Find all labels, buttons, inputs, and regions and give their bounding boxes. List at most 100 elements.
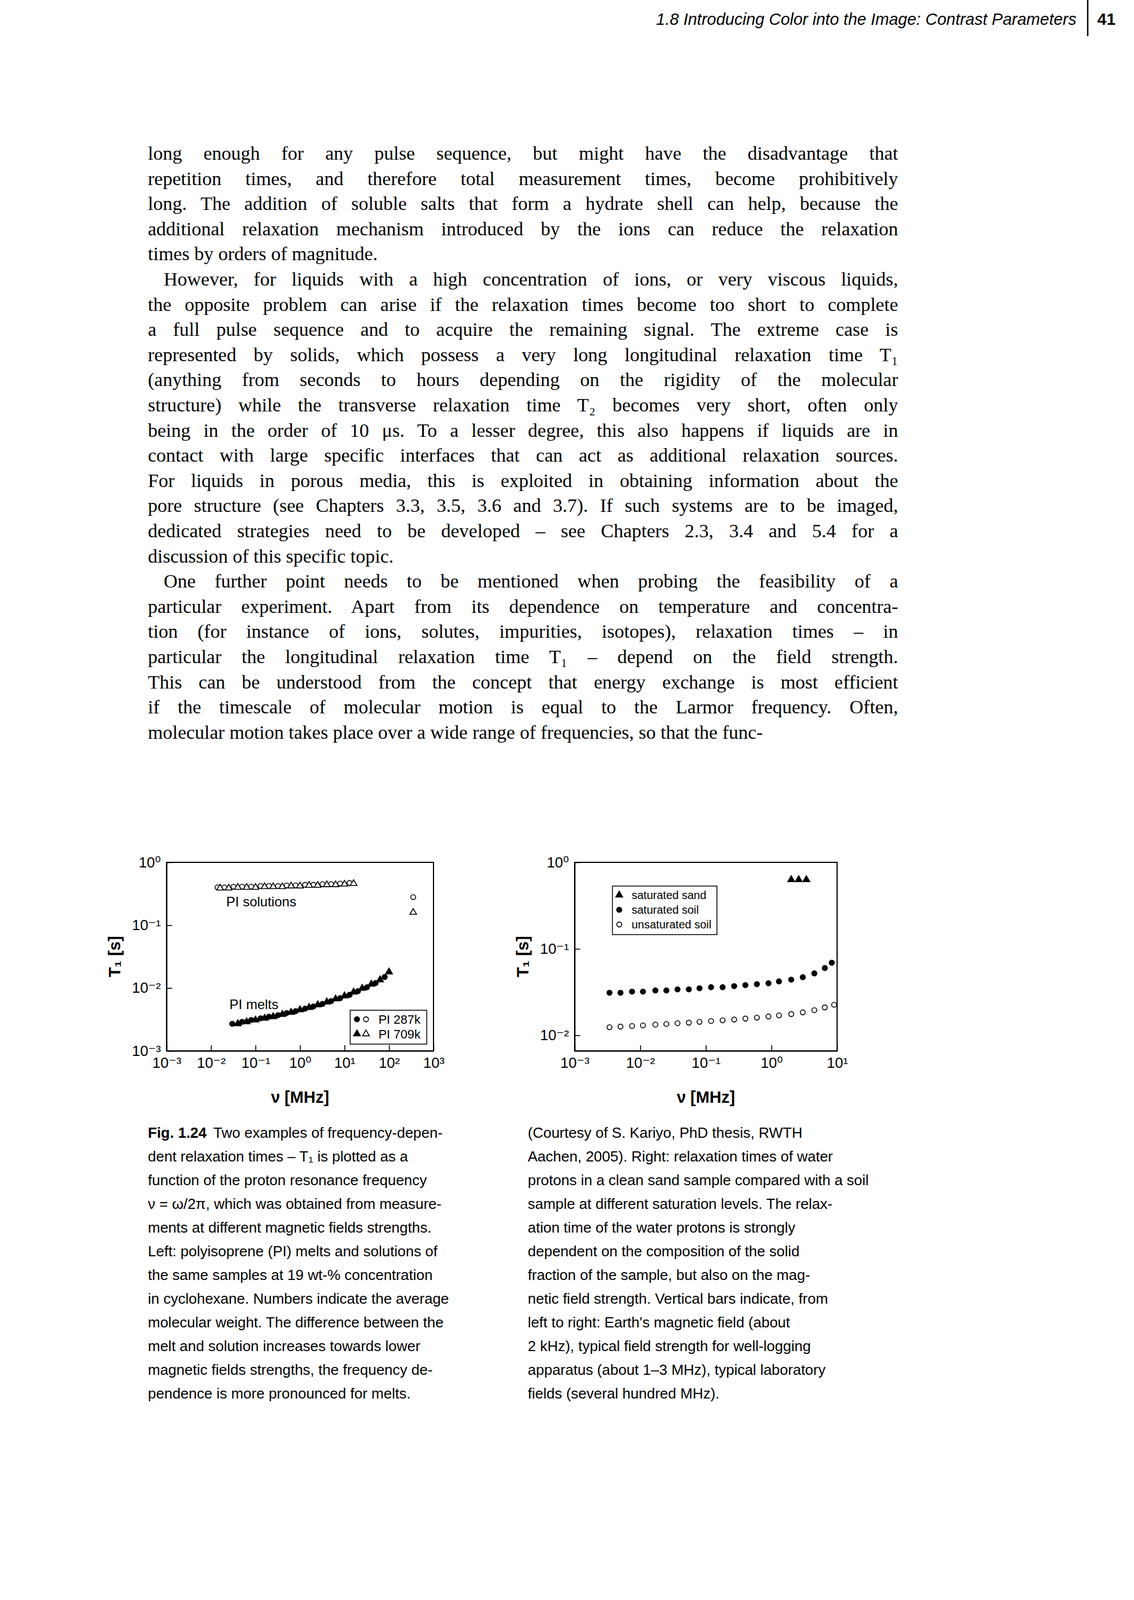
caption-line: dent relaxation times – T₁ is plotted as… <box>147 1148 409 1166</box>
x-tick-label: 10⁰ <box>760 1054 783 1072</box>
x-tick-label: 10¹ <box>334 1054 356 1072</box>
y-axis: 10⁰10⁻¹10⁻² <box>540 854 581 1052</box>
figure-label: Fig. 1.24 <box>147 1124 208 1142</box>
legend-label: unsaturated soil <box>631 918 712 931</box>
legend-label: PI 287k <box>378 1012 422 1027</box>
y-tick-mark <box>574 1035 581 1037</box>
caption-line: apparatus (about 1–3 MHz), typical labor… <box>527 1361 826 1379</box>
data-point <box>708 984 714 991</box>
x-tick-label: 10⁻¹ <box>241 1054 271 1072</box>
data-point <box>720 1017 726 1023</box>
data-point <box>409 908 417 915</box>
x-tick-mark <box>344 1045 346 1052</box>
body-line: For liquids in porous media, this is exp… <box>147 470 899 492</box>
x-tick-label: 10⁰ <box>289 1054 312 1072</box>
caption-line: Two examples of frequency-depen- <box>213 1124 443 1142</box>
x-tick-label: 10² <box>378 1054 401 1072</box>
data-point <box>225 884 232 891</box>
data-point <box>278 882 286 889</box>
body-line: pore structure (see Chapters 3.3, 3.5, 3… <box>147 495 899 517</box>
data-point <box>350 879 358 886</box>
x-tick: 10⁻¹ <box>241 1045 271 1072</box>
caption-line: netic field strength. Vertical bars indi… <box>527 1290 829 1308</box>
data-point <box>243 883 251 890</box>
data-point <box>410 894 417 900</box>
body-line: However, for liquids with a high concent… <box>163 268 899 290</box>
caption-line: protons in a clean sand sample compared … <box>527 1171 869 1189</box>
header-rule <box>1087 0 1089 37</box>
data-point <box>305 881 313 888</box>
y-tick: 10⁻³ <box>132 1042 173 1060</box>
body-line: molecular motion takes place over a wide… <box>147 721 763 743</box>
data-point <box>287 1008 295 1015</box>
data-point <box>800 1009 806 1015</box>
legend-label: PI 709k <box>378 1027 422 1042</box>
data-point <box>234 883 242 890</box>
page-background <box>0 0 1134 1600</box>
body-line: contact with large specific interfaces t… <box>147 444 899 466</box>
data-point <box>216 884 224 891</box>
x-tick: 10⁻² <box>625 1045 656 1072</box>
data-point <box>340 992 348 999</box>
x-tick-mark <box>640 1045 642 1052</box>
body-line: additional relaxation mechanism introduc… <box>147 218 899 240</box>
y-tick-label: 10⁻¹ <box>540 940 570 958</box>
x-axis-title: ν [MHz] <box>676 1088 735 1107</box>
body-line: being in the order of 10 μs. To a lesser… <box>147 419 899 441</box>
x-tick-mark <box>433 1045 435 1052</box>
data-point <box>252 883 260 890</box>
data-point <box>269 1012 277 1019</box>
caption-line: in cyclohexane. Numbers indicate the ave… <box>147 1290 449 1308</box>
data-point <box>629 1023 635 1030</box>
x-tick-mark <box>255 1045 257 1052</box>
data-point <box>765 981 772 987</box>
data-point <box>376 975 384 983</box>
caption-line: ments at different magnetic fields stren… <box>147 1219 432 1237</box>
data-point <box>754 1015 760 1021</box>
x-tick-mark <box>771 1045 773 1052</box>
page-number: 41 <box>1097 10 1116 29</box>
y-tick-mark <box>166 1051 173 1053</box>
caption-line: molecular weight. The difference between… <box>147 1314 444 1331</box>
annotation: PI solutions <box>226 894 297 910</box>
body-line: tion (for instance of ions, solutes, imp… <box>147 620 899 643</box>
caption-line: ation time of the water protons is stron… <box>527 1219 796 1237</box>
data-point <box>629 988 635 995</box>
legend-box <box>612 886 717 935</box>
y-tick: 10⁻² <box>132 979 173 997</box>
data-point <box>296 1005 304 1013</box>
data-point <box>663 1021 669 1027</box>
data-point <box>811 1008 817 1014</box>
caption-line: melt and solution increases towards lowe… <box>147 1337 421 1355</box>
y-tick: 10⁰ <box>138 854 173 871</box>
plot-frame <box>574 862 838 1052</box>
y-tick-label: 10⁻² <box>540 1026 570 1044</box>
y-tick: 10⁻¹ <box>132 916 173 934</box>
data-point <box>822 1005 828 1011</box>
data-point <box>653 987 659 993</box>
series <box>606 960 835 996</box>
x-tick-label: 10⁻¹ <box>691 1054 721 1072</box>
body-line: represented by solids, which possess a v… <box>147 344 899 366</box>
data-point <box>618 990 624 996</box>
data-point <box>261 1014 269 1021</box>
body-line: particular experiment. Apart from its de… <box>147 596 899 617</box>
body-line: This can be understood from the concept … <box>147 671 899 693</box>
data-point <box>708 1018 714 1024</box>
annotation: PI melts <box>229 996 279 1013</box>
x-tick-mark <box>299 1045 301 1052</box>
data-point <box>788 977 794 983</box>
data-point <box>653 1022 659 1028</box>
body-line: long enough for any pulse sequence, but … <box>147 142 899 164</box>
y-tick-mark <box>166 987 173 989</box>
y-tick-label: 10⁻² <box>132 979 162 997</box>
data-point <box>686 1020 692 1026</box>
y-axis-title: T₁ [s] <box>513 935 532 978</box>
legend-label: saturated sand <box>631 889 707 902</box>
data-point <box>686 986 692 992</box>
legend-marker <box>616 907 622 913</box>
data-point <box>795 876 803 883</box>
body-line: repetition times, and therefore total me… <box>147 168 899 190</box>
data-point <box>314 881 322 888</box>
data-point <box>800 974 806 980</box>
